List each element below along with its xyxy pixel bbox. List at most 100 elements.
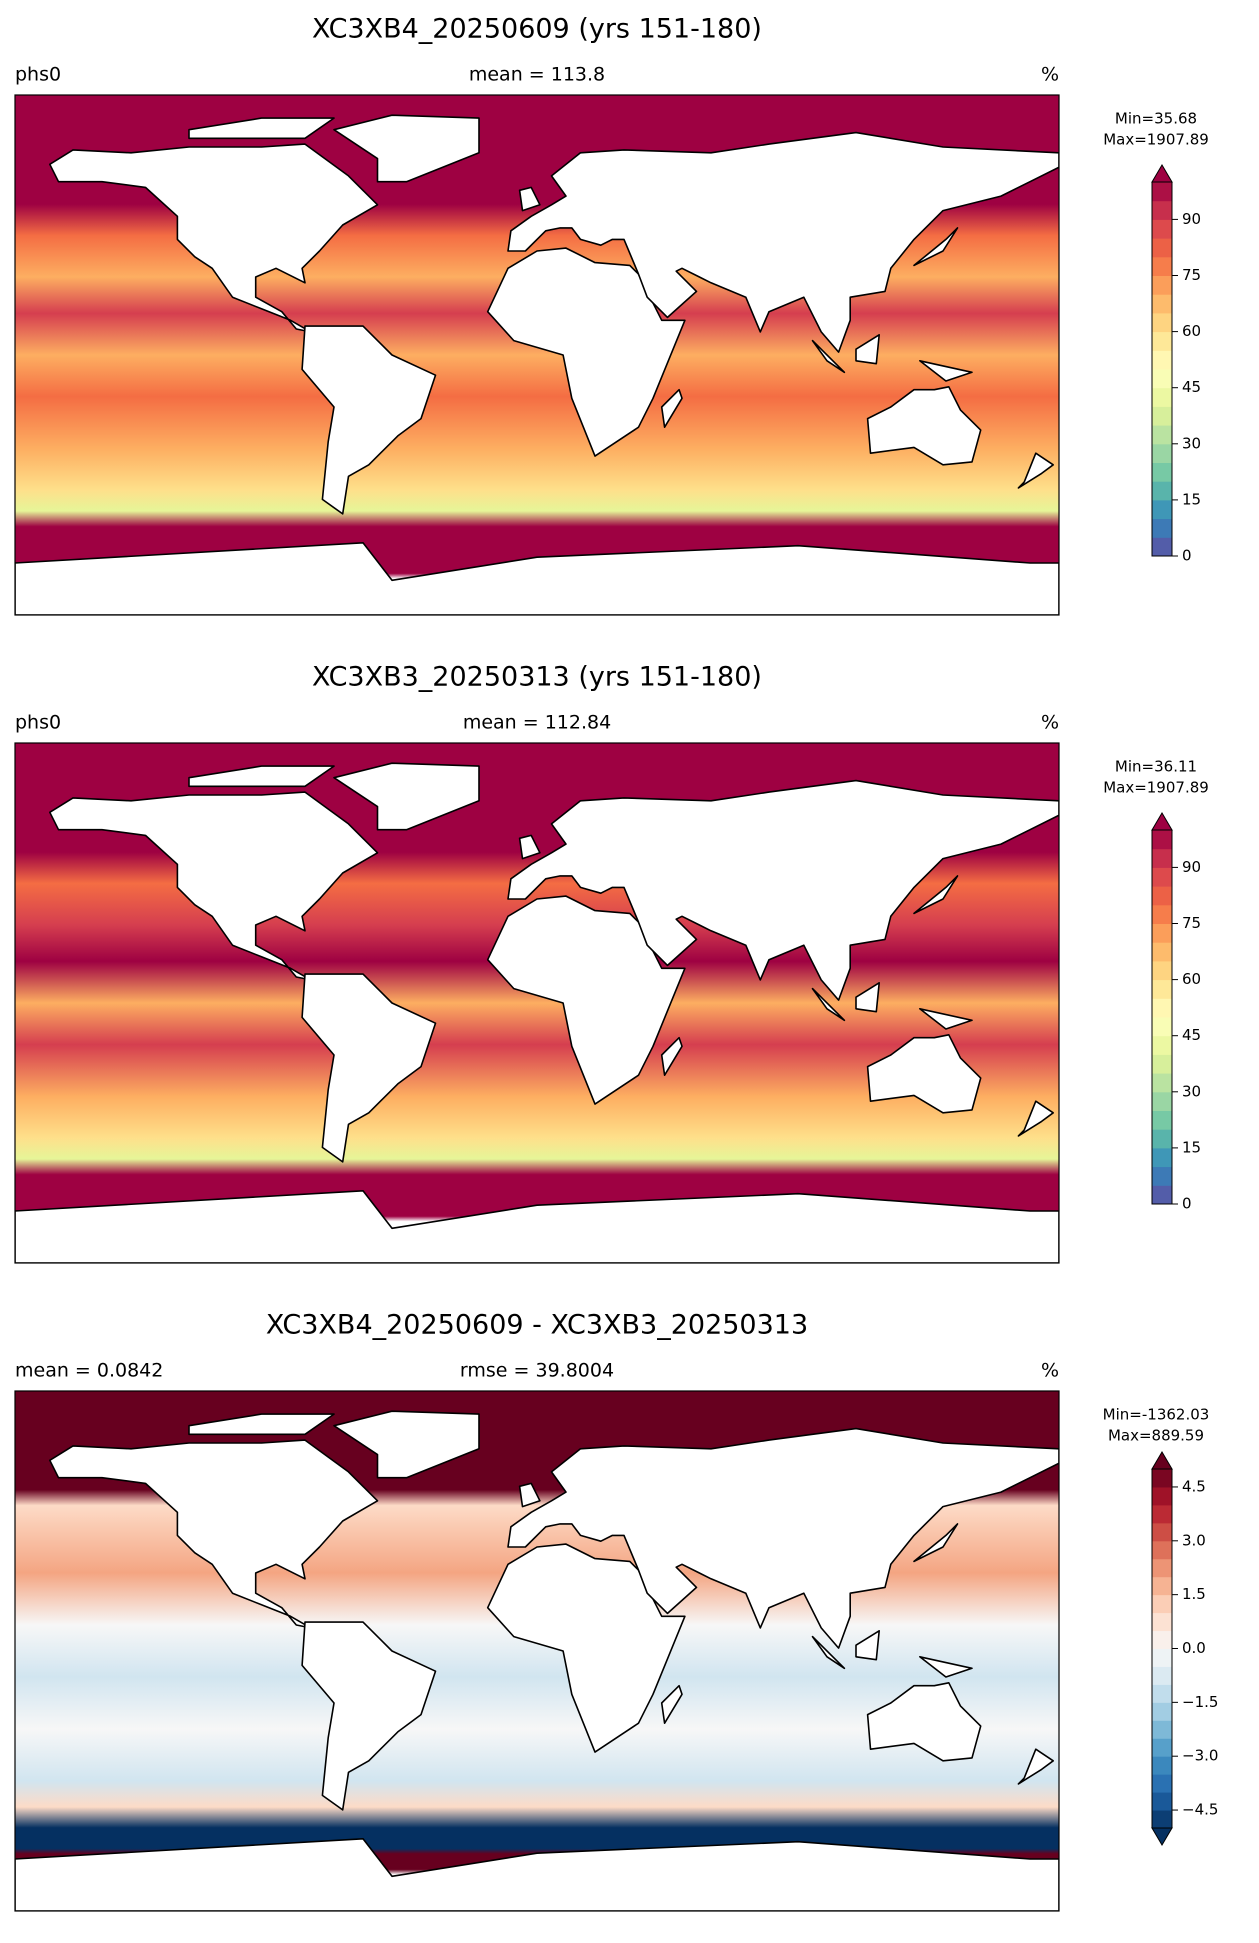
colorbar-segment (1152, 1576, 1172, 1596)
colorbar-segment (1152, 275, 1172, 295)
landmass (518, 1482, 541, 1508)
colorbar-segment (1152, 923, 1172, 943)
landmass (913, 227, 959, 267)
colorbar-segment (1152, 331, 1172, 351)
landmass (507, 779, 1059, 1001)
colorbar-segment (1152, 1486, 1172, 1506)
map-frame (14, 1390, 1060, 1912)
colorbar-segment (1152, 1558, 1172, 1578)
max-label: Max=889.59 (1108, 1427, 1204, 1445)
landmass (913, 1523, 959, 1563)
min-label: Min=36.11 (1115, 758, 1197, 776)
landmass (1017, 452, 1054, 489)
colorbar-segment (1152, 979, 1172, 999)
colorbar-extend (1151, 812, 1173, 831)
landmass (1017, 1748, 1054, 1785)
colorbar-frame (1151, 181, 1173, 557)
landmass (855, 333, 881, 365)
min-label: Min=35.68 (1115, 110, 1197, 128)
colorbar-segment (1152, 1522, 1172, 1542)
center-label: mean = 112.84 (463, 712, 611, 734)
colorbar-segment (1152, 443, 1172, 463)
colorbar-segment (1152, 904, 1172, 924)
map-frame (14, 742, 1060, 1264)
units-label: % (1041, 712, 1059, 734)
colorbar-segment (1152, 182, 1172, 202)
landmass (811, 1635, 846, 1670)
colorbar-segment (1152, 830, 1172, 850)
colorbar-tick-label: 75 (1182, 914, 1201, 932)
colorbar-extend (1151, 1451, 1173, 1470)
colorbar-segment (1152, 1054, 1172, 1074)
colorbar-tick-label: 60 (1182, 970, 1201, 988)
colorbar-segment (1152, 462, 1172, 482)
colorbar-segment (1152, 1091, 1172, 1111)
landmass (660, 1036, 683, 1076)
colorbar-segment (1152, 848, 1172, 868)
colorbar-segment (1152, 387, 1172, 407)
landmass (518, 186, 541, 212)
colorbar-segment (1152, 518, 1172, 538)
landmass (507, 131, 1059, 353)
colorbar-segment (1152, 406, 1172, 426)
landmass (918, 1656, 973, 1678)
units-label: % (1041, 1360, 1059, 1382)
colorbar-segment (1152, 481, 1172, 501)
landmass (866, 385, 982, 466)
colorbar-segment (1152, 942, 1172, 962)
colorbar-segment (1152, 294, 1172, 314)
colorbar-segment (1152, 1185, 1172, 1205)
left-label: mean = 0.0842 (15, 1360, 163, 1382)
colorbar-segment (1152, 1129, 1172, 1149)
colorbar-tick-label: 75 (1182, 266, 1201, 284)
colorbar-segment (1152, 425, 1172, 445)
colorbar-segment (1152, 1612, 1172, 1632)
landmass (913, 875, 959, 915)
landmass (48, 791, 379, 981)
landmass (866, 1682, 982, 1762)
colorbar-segment (1152, 350, 1172, 370)
landmass (811, 339, 846, 374)
colorbar-segment (1152, 219, 1172, 239)
colorbar-segment (1152, 1792, 1172, 1811)
colorbar-segment (1152, 1540, 1172, 1560)
landmass (486, 895, 686, 1105)
colorbar-segment (1152, 1017, 1172, 1037)
colorbar-tick-label: −3.0 (1182, 1747, 1218, 1765)
colorbar-tick-label: 0 (1182, 547, 1192, 565)
map (15, 743, 1059, 1263)
center-label: mean = 113.8 (469, 64, 605, 86)
landmass (486, 247, 686, 457)
left-label: phs0 (15, 712, 61, 734)
landmass (866, 1034, 982, 1114)
colorbar-segment (1152, 369, 1172, 389)
colorbar-segment (1152, 960, 1172, 981)
colorbar-tick-label: 4.5 (1182, 1477, 1206, 1495)
colorbar-segment (1152, 1810, 1172, 1829)
colorbar-segment (1152, 998, 1172, 1018)
colorbar-segment (1152, 1774, 1172, 1793)
landmass (333, 762, 480, 831)
landmass (918, 1007, 973, 1030)
colorbar-segment (1152, 1630, 1172, 1649)
colorbar-segment (1152, 499, 1172, 520)
colorbar-segment (1152, 312, 1172, 333)
landmass (301, 973, 437, 1163)
landmass (660, 388, 683, 429)
center-label: rmse = 39.8004 (460, 1360, 614, 1382)
colorbar-segment (1152, 1666, 1172, 1685)
landmass (660, 1684, 683, 1724)
colorbar-frame (1151, 829, 1173, 1205)
landmass (333, 1410, 480, 1479)
colorbar-segment (1152, 1469, 1172, 1488)
colorbar-segment (1152, 1110, 1172, 1130)
colorbar-segment (1152, 1073, 1172, 1093)
colorbar-tick-label: 45 (1182, 1026, 1201, 1044)
landmass (1017, 1100, 1054, 1137)
colorbar-tick-label: 0.0 (1182, 1639, 1206, 1657)
colorbar-extend (1151, 1827, 1173, 1846)
landmass (333, 114, 480, 183)
colorbar-tick-label: −4.5 (1182, 1801, 1218, 1819)
colorbar-segment (1152, 1684, 1172, 1703)
